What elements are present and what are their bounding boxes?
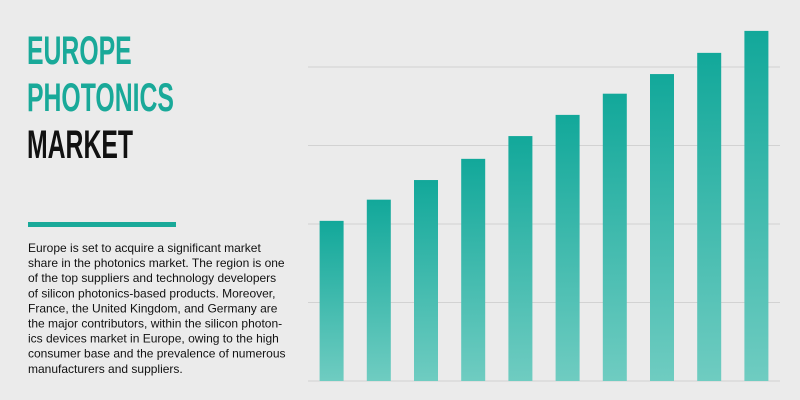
bar [602,93,627,381]
title-line: MARKET [27,123,133,167]
bar [744,30,769,381]
divider-rule [28,222,176,227]
bar [650,74,674,381]
body-text-line: of the top suppliers and technology deve… [28,271,276,285]
bar [555,114,580,381]
body-text-line: manufacturers and suppliers. [28,362,183,376]
bar [461,158,486,381]
body-text-line: ics devices market in Europe, owing to t… [28,332,279,346]
body-text-line: Europe is set to acquire a significant m… [28,241,261,255]
title-line: EUROPE [27,29,132,73]
title-line: PHOTONICS [27,76,174,120]
body-text-line: France, the United Kingdom, and Germany … [28,301,278,315]
bar [319,220,344,381]
body-text-line: of silicon photonics-based products. Mor… [28,286,275,300]
body-text-line: consumer base and the prevalence of nume… [28,347,286,361]
bar [508,136,533,381]
body-text-line: share in the photonics market. The regio… [28,256,285,270]
body-text-line: the major contributors, within the silic… [28,317,282,331]
bar [697,52,722,382]
bar [414,180,438,381]
bar [366,199,391,381]
